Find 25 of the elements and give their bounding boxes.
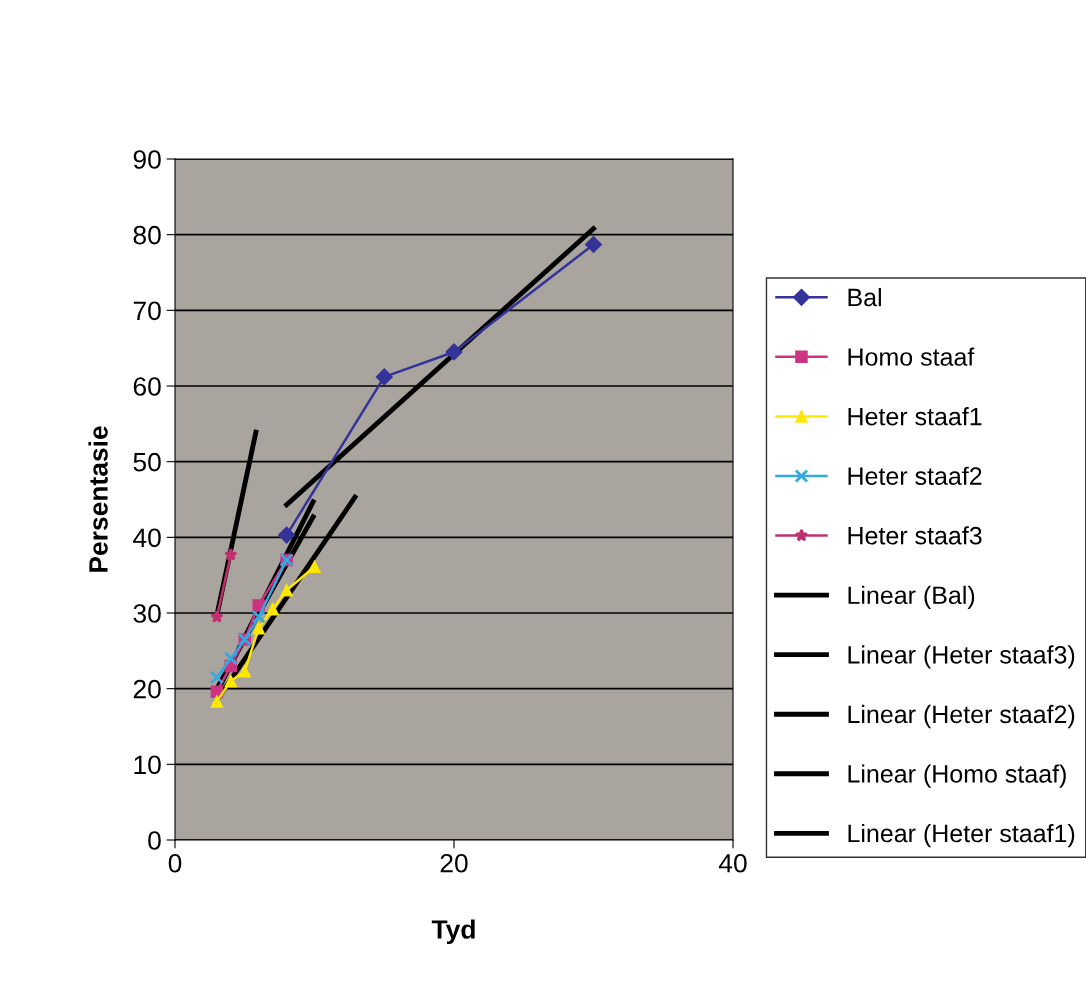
y-tick-label: 20 [133,679,161,699]
y-tick-label: 90 [133,150,161,169]
x-axis-title: Tyd [431,919,475,945]
legend-label: Linear (Heter staaf1) [848,823,1075,848]
y-tick-label: 80 [133,225,161,245]
legend-label: Heter staaf1 [848,407,982,426]
legend-label: Heter staaf2 [848,466,982,485]
y-tick-label: 50 [133,452,161,472]
y-tick-label: 40 [133,528,161,548]
x-tick-label: 0 [168,853,182,873]
legend-label: Homo staaf [848,347,975,366]
x-tick-label: 20 [440,853,468,873]
legend-label: Linear (Heter staaf3) [848,645,1075,669]
y-tick-label: 0 [148,831,161,850]
y-tick-label: 70 [133,301,161,321]
y-tick-label: 10 [134,755,161,775]
x-tick-label: 40 [718,853,747,873]
legend-label: Heter staaf3 [848,526,982,545]
legend-label: Linear (Bal) [848,585,975,610]
y-tick-label: 30 [133,604,161,623]
y-axis-title: Persentasie [88,426,108,572]
y-tick-label: 60 [133,377,161,396]
legend-label: Bal [848,287,881,307]
legend-label: Linear (Homo staaf) [848,764,1066,788]
legend-label: Linear (Heter staaf2) [848,704,1075,729]
